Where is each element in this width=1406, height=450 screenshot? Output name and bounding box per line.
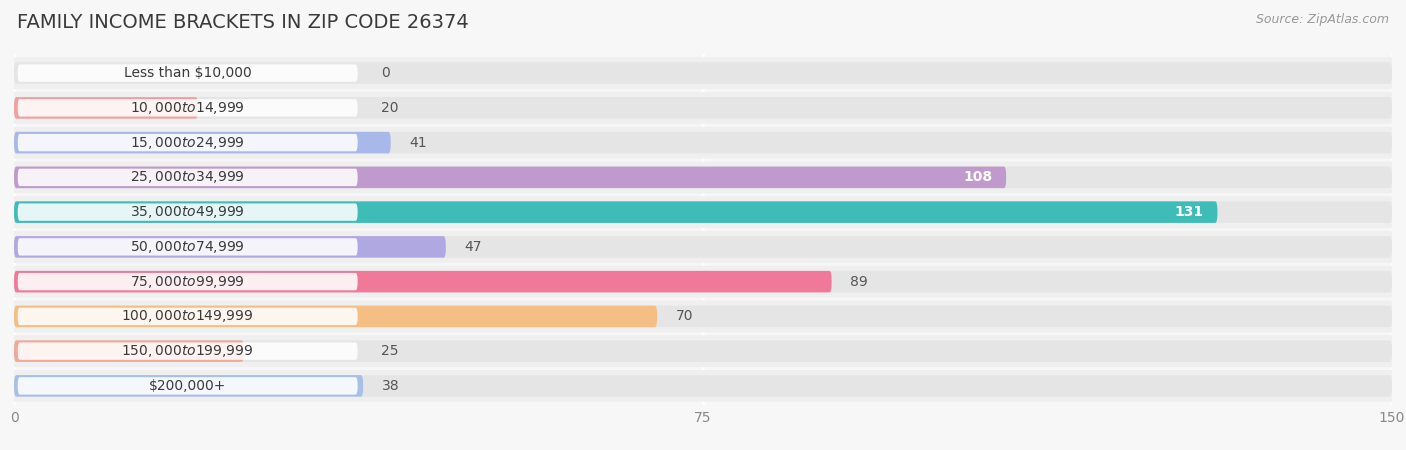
FancyBboxPatch shape bbox=[14, 63, 1392, 84]
Text: Source: ZipAtlas.com: Source: ZipAtlas.com bbox=[1256, 14, 1389, 27]
FancyBboxPatch shape bbox=[14, 266, 1392, 297]
Text: $75,000 to $99,999: $75,000 to $99,999 bbox=[131, 274, 245, 290]
Text: 108: 108 bbox=[963, 171, 993, 184]
FancyBboxPatch shape bbox=[14, 375, 1392, 396]
FancyBboxPatch shape bbox=[18, 64, 357, 82]
FancyBboxPatch shape bbox=[14, 196, 1392, 228]
FancyBboxPatch shape bbox=[14, 340, 243, 362]
Text: FAMILY INCOME BRACKETS IN ZIP CODE 26374: FAMILY INCOME BRACKETS IN ZIP CODE 26374 bbox=[17, 14, 468, 32]
FancyBboxPatch shape bbox=[14, 132, 391, 153]
FancyBboxPatch shape bbox=[18, 342, 357, 360]
FancyBboxPatch shape bbox=[14, 236, 1392, 258]
Text: 47: 47 bbox=[464, 240, 482, 254]
FancyBboxPatch shape bbox=[14, 166, 1392, 188]
Text: $35,000 to $49,999: $35,000 to $49,999 bbox=[131, 204, 245, 220]
FancyBboxPatch shape bbox=[14, 236, 446, 258]
FancyBboxPatch shape bbox=[18, 238, 357, 256]
FancyBboxPatch shape bbox=[18, 134, 357, 151]
Text: 70: 70 bbox=[675, 310, 693, 324]
FancyBboxPatch shape bbox=[14, 126, 1392, 158]
Text: Less than $10,000: Less than $10,000 bbox=[124, 66, 252, 80]
Text: $50,000 to $74,999: $50,000 to $74,999 bbox=[131, 239, 245, 255]
Text: 38: 38 bbox=[381, 379, 399, 393]
FancyBboxPatch shape bbox=[18, 203, 357, 221]
FancyBboxPatch shape bbox=[14, 340, 1392, 362]
Text: $10,000 to $14,999: $10,000 to $14,999 bbox=[131, 100, 245, 116]
FancyBboxPatch shape bbox=[14, 201, 1392, 223]
FancyBboxPatch shape bbox=[18, 308, 357, 325]
FancyBboxPatch shape bbox=[14, 166, 1007, 188]
FancyBboxPatch shape bbox=[14, 375, 363, 396]
FancyBboxPatch shape bbox=[14, 201, 1218, 223]
Text: 20: 20 bbox=[381, 101, 399, 115]
FancyBboxPatch shape bbox=[14, 97, 1392, 119]
Text: $150,000 to $199,999: $150,000 to $199,999 bbox=[121, 343, 254, 359]
FancyBboxPatch shape bbox=[14, 306, 657, 327]
FancyBboxPatch shape bbox=[18, 99, 357, 117]
FancyBboxPatch shape bbox=[18, 169, 357, 186]
FancyBboxPatch shape bbox=[14, 271, 1392, 292]
FancyBboxPatch shape bbox=[14, 57, 1392, 89]
Text: $15,000 to $24,999: $15,000 to $24,999 bbox=[131, 135, 245, 151]
FancyBboxPatch shape bbox=[14, 271, 831, 292]
Text: 131: 131 bbox=[1174, 205, 1204, 219]
Text: 25: 25 bbox=[381, 344, 399, 358]
FancyBboxPatch shape bbox=[14, 370, 1392, 402]
Text: $200,000+: $200,000+ bbox=[149, 379, 226, 393]
FancyBboxPatch shape bbox=[18, 273, 357, 290]
FancyBboxPatch shape bbox=[14, 231, 1392, 263]
FancyBboxPatch shape bbox=[14, 97, 198, 119]
FancyBboxPatch shape bbox=[18, 377, 357, 395]
Text: 89: 89 bbox=[851, 274, 868, 288]
FancyBboxPatch shape bbox=[14, 306, 1392, 327]
Text: 0: 0 bbox=[381, 66, 391, 80]
FancyBboxPatch shape bbox=[14, 132, 1392, 153]
Text: 41: 41 bbox=[409, 135, 426, 149]
FancyBboxPatch shape bbox=[14, 301, 1392, 333]
FancyBboxPatch shape bbox=[14, 92, 1392, 124]
Text: $100,000 to $149,999: $100,000 to $149,999 bbox=[121, 308, 254, 324]
FancyBboxPatch shape bbox=[14, 162, 1392, 194]
FancyBboxPatch shape bbox=[14, 335, 1392, 367]
Text: $25,000 to $34,999: $25,000 to $34,999 bbox=[131, 169, 245, 185]
